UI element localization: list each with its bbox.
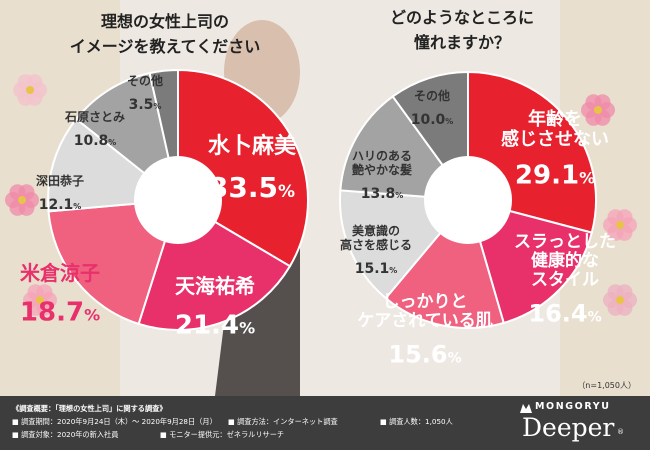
chart-title-line: 理想の女性上司の <box>101 12 229 31</box>
pie-center-hole <box>424 156 512 244</box>
flower-center <box>616 221 624 229</box>
flower-decoration <box>603 209 637 241</box>
survey-footer: 《調査概要：「理想の女性上司」に関する調査》 ■ 調査期間：2020年9月24日… <box>0 396 650 450</box>
flower-decoration <box>603 284 637 316</box>
chart-title-line: どのようなところに <box>390 8 534 27</box>
survey-target: ■ 調査対象：2020年の新入社員 <box>12 430 119 439</box>
slice-label: スラっとした <box>514 232 616 252</box>
slice-label: 石原さとみ <box>64 110 125 124</box>
slice-label: その他 <box>127 73 163 88</box>
slice-label: 健康的な <box>531 250 599 271</box>
slice-label: 艶やかな髪 <box>352 162 412 177</box>
slice-label: ケアされている肌 <box>357 311 493 331</box>
slice-value-label: 10.8% <box>74 133 117 149</box>
chart-title-line: 憧れますか？ <box>414 33 510 52</box>
slice-label: 感じさせない <box>501 128 609 150</box>
slice-value-label: 18.7% <box>20 298 100 328</box>
slice-label: 天海祐希 <box>175 274 255 298</box>
slice-value-label: 12.1% <box>39 197 82 213</box>
slice-label: 水卜麻美 <box>208 133 297 159</box>
survey-method: ■ 調査方法：インターネット調査 <box>228 417 338 426</box>
logo-product: Deeper <box>522 413 615 442</box>
slice-label: ハリのある <box>352 149 412 163</box>
slice-value-label: 3.5% <box>129 97 162 113</box>
slice-value-label: 33.5% <box>209 171 295 204</box>
flower-center <box>26 86 34 94</box>
flower-center <box>36 296 44 304</box>
flower-center <box>616 296 624 304</box>
pie-center-hole <box>134 156 222 244</box>
logo-registered-mark: ® <box>617 428 624 436</box>
survey-period: ■ 調査期間：2020年9月24日（木）～ 2020年9月28日（月） <box>12 417 217 426</box>
slice-label: 年齢を <box>528 108 582 130</box>
slice-value-label: 15.1% <box>355 261 398 277</box>
slice-label: 深田恭子 <box>36 173 84 188</box>
survey-count: ■ 調査人数：1,050人 <box>380 417 453 426</box>
slice-label: しっかりと <box>383 292 468 312</box>
slice-value-label: 29.1% <box>515 161 595 191</box>
pie-slice <box>47 198 180 326</box>
flower-center <box>594 106 602 114</box>
survey-monitor: ■ モニター提供元：ゼネラルリサーチ <box>160 430 285 439</box>
slice-value-label: 15.6% <box>388 340 461 368</box>
slice-value-label: 13.8% <box>361 186 404 202</box>
slice-label: その他 <box>414 88 450 103</box>
mongoryu-logo-icon <box>520 404 532 413</box>
slice-value-label: 16.4% <box>528 299 601 327</box>
slice-label: スタイル <box>531 270 599 290</box>
flower-decoration <box>5 184 39 216</box>
slice-value-label: 21.4% <box>175 311 255 341</box>
slice-label: 高さを感じる <box>340 237 412 252</box>
survey-heading: 《調査概要：「理想の女性上司」に関する調査》 <box>12 404 167 413</box>
flower-center <box>18 196 26 204</box>
flower-decoration <box>13 74 47 106</box>
slice-label: 美意識の <box>352 223 400 238</box>
flower-decoration <box>23 284 57 316</box>
slice-value-label: 10.0% <box>411 112 454 128</box>
sample-size-note: （n=1,050人） <box>577 381 636 390</box>
slice-label: 米倉涼子 <box>20 261 100 285</box>
chart-title-line: イメージを教えてください <box>70 37 260 56</box>
logo-brand: MONGORYU <box>535 401 611 412</box>
flower-decoration <box>581 94 615 126</box>
